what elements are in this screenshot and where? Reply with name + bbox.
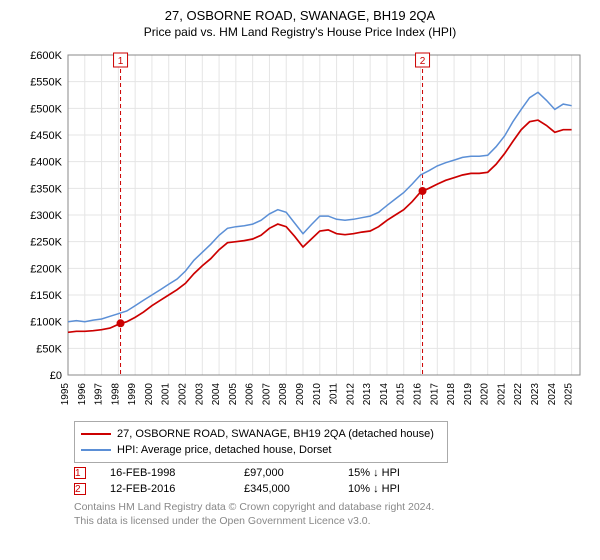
x-tick-label: 2019	[463, 383, 474, 406]
y-tick-label: £100K	[30, 317, 62, 329]
x-tick-label: 2018	[446, 383, 457, 406]
y-tick-label: £150K	[30, 290, 62, 302]
sale-row-hpi-delta: 10% ↓ HPI	[348, 483, 438, 495]
legend-item: HPI: Average price, detached house, Dors…	[81, 442, 441, 458]
x-tick-label: 2010	[312, 383, 323, 406]
y-tick-label: £0	[50, 370, 62, 382]
x-tick-label: 2016	[413, 383, 424, 406]
sale-row-price: £97,000	[244, 467, 324, 479]
sales-table: 1 16-FEB-1998 £97,000 15% ↓ HPI 2 12-FEB-2016…	[74, 467, 586, 495]
page-subtitle: Price paid vs. HM Land Registry's House …	[14, 25, 586, 39]
x-tick-label: 2023	[530, 383, 541, 406]
x-tick-label: 2021	[496, 383, 507, 406]
x-tick-label: 1995	[60, 383, 71, 406]
x-tick-label: 2015	[396, 383, 407, 406]
x-tick-label: 2025	[564, 383, 575, 406]
x-tick-label: 2008	[278, 383, 289, 406]
sale-row-date: 12-FEB-2016	[110, 483, 220, 495]
x-tick-label: 2006	[245, 383, 256, 406]
x-tick-label: 2013	[362, 383, 373, 406]
y-tick-label: £50K	[36, 343, 62, 355]
x-tick-label: 2014	[379, 383, 390, 406]
sale-row: 1 16-FEB-1998 £97,000 15% ↓ HPI	[74, 467, 586, 479]
y-tick-label: £500K	[30, 103, 62, 115]
x-tick-label: 2001	[161, 383, 172, 406]
y-tick-label: £350K	[30, 183, 62, 195]
sale-row-marker: 1	[74, 467, 86, 479]
x-tick-label: 2024	[547, 383, 558, 406]
x-tick-label: 2022	[513, 383, 524, 406]
chart-area: £0 £50K £100K £150K £200K £250K £300K £350K £400…	[14, 45, 586, 415]
x-tick-label: 2002	[178, 383, 189, 406]
y-tick-label: £600K	[30, 50, 62, 62]
sale-marker-label: 2	[420, 56, 426, 67]
footer-line-1: Contains HM Land Registry data © Crown c…	[74, 501, 586, 515]
x-tick-label: 2000	[144, 383, 155, 406]
chart-legend: 27, OSBORNE ROAD, SWANAGE, BH19 2QA (det…	[74, 421, 448, 463]
sale-row-marker: 2	[74, 483, 86, 495]
x-tick-label: 2011	[329, 383, 340, 405]
sale-row-date: 16-FEB-1998	[110, 467, 220, 479]
x-tick-label: 1998	[110, 383, 121, 406]
chart-container: 27, OSBORNE ROAD, SWANAGE, BH19 2QA Pric…	[0, 0, 600, 560]
sale-marker-label: 1	[118, 56, 124, 67]
x-tick-label: 2003	[194, 383, 205, 406]
y-tick-label: £450K	[30, 130, 62, 142]
legend-label: 27, OSBORNE ROAD, SWANAGE, BH19 2QA (det…	[117, 426, 434, 442]
legend-label: HPI: Average price, detached house, Dors…	[117, 442, 331, 458]
x-tick-label: 2009	[295, 383, 306, 406]
x-tick-label: 2005	[228, 383, 239, 406]
line-chart-svg: £0 £50K £100K £150K £200K £250K £300K £350K £400…	[14, 45, 586, 415]
footer-line-2: This data is licensed under the Open Gov…	[74, 515, 586, 529]
y-tick-label: £300K	[30, 210, 62, 222]
legend-item: 27, OSBORNE ROAD, SWANAGE, BH19 2QA (det…	[81, 426, 441, 442]
y-tick-label: £200K	[30, 263, 62, 275]
x-tick-label: 1996	[77, 383, 88, 406]
sale-row-price: £345,000	[244, 483, 324, 495]
x-tick-label: 2017	[429, 383, 440, 406]
legend-swatch	[81, 449, 111, 451]
x-tick-label: 1999	[127, 383, 138, 406]
y-tick-label: £400K	[30, 157, 62, 169]
sale-row-hpi-delta: 15% ↓ HPI	[348, 467, 438, 479]
page-title: 27, OSBORNE ROAD, SWANAGE, BH19 2QA	[14, 8, 586, 23]
x-tick-label: 2012	[345, 383, 356, 406]
x-tick-label: 1997	[94, 383, 105, 406]
y-tick-label: £550K	[30, 77, 62, 89]
x-tick-label: 2004	[211, 383, 222, 406]
x-tick-label: 2020	[480, 383, 491, 406]
x-tick-label: 2007	[261, 383, 272, 406]
footer-attribution: Contains HM Land Registry data © Crown c…	[74, 501, 586, 528]
y-tick-label: £250K	[30, 237, 62, 249]
legend-swatch	[81, 433, 111, 435]
sale-row: 2 12-FEB-2016 £345,000 10% ↓ HPI	[74, 483, 586, 495]
